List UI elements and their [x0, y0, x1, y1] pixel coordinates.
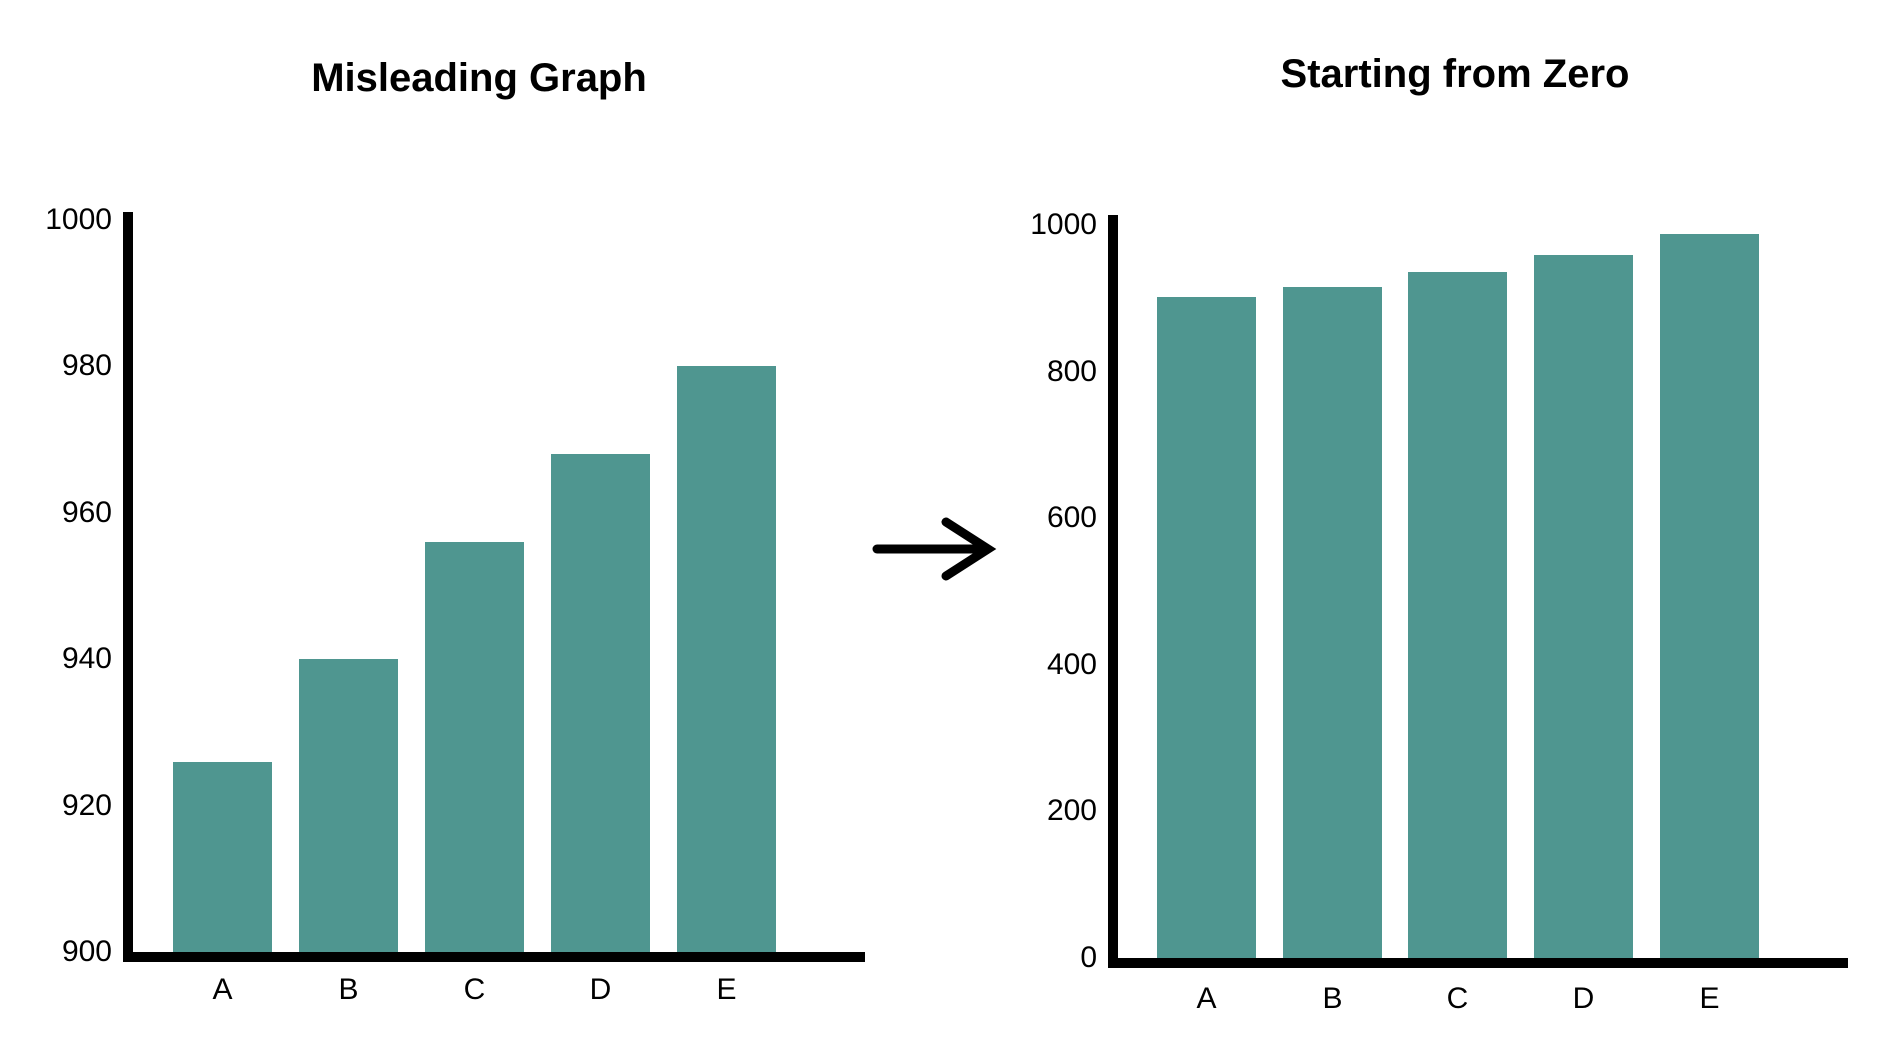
y-tick-label-600: 600: [1046, 501, 1097, 535]
bar-B: [1283, 287, 1382, 958]
bar-A: [173, 761, 272, 952]
x-axis-line-zero: [1108, 958, 1848, 968]
x-category-label-E: E: [1699, 982, 1720, 1015]
y-tick-label-900: 900: [61, 935, 112, 968]
bar-D: [1534, 255, 1633, 958]
chart-title-misleading: Misleading Graph: [311, 56, 647, 100]
bar-C: [425, 542, 524, 952]
y-tick-label-1000: 1000: [1030, 208, 1097, 241]
y-axis-line-misleading: [123, 212, 133, 962]
y-tick-label-920: 920: [61, 788, 112, 822]
bar-C: [1408, 271, 1507, 958]
x-category-label-A: A: [1196, 982, 1217, 1015]
y-tick-label-200: 200: [1046, 794, 1097, 828]
x-category-label-D: D: [589, 973, 612, 1006]
right-arrow-icon: [872, 517, 997, 581]
y-tick-label-940: 940: [61, 642, 112, 676]
chart-title-starting-from-zero: Starting from Zero: [1280, 52, 1630, 96]
x-category-label-D: D: [1572, 982, 1595, 1015]
y-tick-label-1000: 1000: [45, 203, 112, 236]
bar-E: [1660, 233, 1759, 958]
x-category-label-B: B: [1322, 982, 1343, 1015]
y-tick-label-960: 960: [61, 495, 112, 529]
bar-E: [677, 366, 776, 952]
x-category-label-A: A: [212, 973, 233, 1006]
x-axis-line-misleading: [123, 952, 865, 962]
y-tick-label-980: 980: [61, 349, 112, 383]
x-category-label-C: C: [1446, 982, 1469, 1015]
x-category-label-B: B: [338, 973, 359, 1006]
bar-D: [551, 454, 650, 952]
x-category-label-E: E: [716, 973, 737, 1006]
x-category-label-C: C: [463, 973, 486, 1006]
bar-B: [299, 659, 398, 952]
y-tick-label-800: 800: [1046, 354, 1097, 388]
y-axis-line-zero: [1108, 215, 1118, 968]
bar-A: [1157, 296, 1256, 958]
y-tick-label-0: 0: [1080, 941, 1097, 974]
y-tick-label-400: 400: [1046, 647, 1097, 681]
